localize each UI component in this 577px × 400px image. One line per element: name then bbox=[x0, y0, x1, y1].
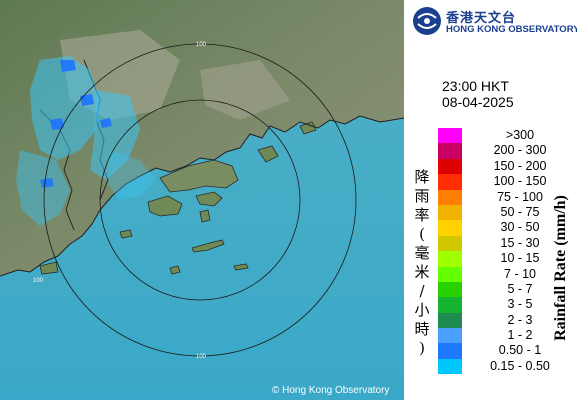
rainfall-legend: >300 200 - 300 150 - 200 100 - 150 75 - 100 5… bbox=[438, 128, 577, 375]
legend-range-label: 0.50 - 1 bbox=[498, 343, 542, 358]
legend-swatch bbox=[438, 174, 462, 190]
new-territories bbox=[159, 159, 239, 193]
legend-row: 75 - 100 bbox=[438, 189, 577, 205]
legend-row: 150 - 200 bbox=[438, 158, 577, 175]
island-east bbox=[299, 121, 317, 135]
legend-row: 7 - 10 bbox=[438, 266, 577, 282]
legend-title-char: 雨 bbox=[414, 187, 430, 205]
island-east bbox=[257, 145, 279, 163]
legend-range-label: >300 bbox=[505, 128, 535, 142]
legend-row: 0.50 - 1 bbox=[438, 343, 577, 359]
legend-range-label: 150 - 200 bbox=[493, 158, 547, 173]
legend-panel: 香港天文台 HONG KONG OBSERVATORY 23:00 HKT 08… bbox=[404, 0, 577, 400]
legend-range-label: 7 - 10 bbox=[504, 266, 536, 281]
legend-row: 0.15 - 0.50 bbox=[438, 358, 577, 375]
legend-row: 30 - 50 bbox=[438, 220, 577, 236]
legend-range-label: 10 - 15 bbox=[500, 251, 540, 266]
island-chain bbox=[191, 239, 225, 253]
legend-row: >300 bbox=[438, 128, 577, 144]
island-lamma bbox=[199, 209, 211, 223]
legend-swatch bbox=[438, 343, 462, 359]
hong-kong-island bbox=[195, 191, 223, 207]
legend-swatch bbox=[438, 143, 462, 159]
legend-swatch bbox=[438, 358, 462, 375]
legend-range-label: 75 - 100 bbox=[497, 189, 543, 204]
range-ring-labels: 100 100 100 bbox=[33, 42, 207, 360]
legend-range-label: 5 - 7 bbox=[507, 281, 533, 296]
legend-row: 100 - 150 bbox=[438, 174, 577, 190]
range-rings bbox=[43, 43, 357, 357]
legend-swatch bbox=[438, 328, 462, 344]
legend-swatch bbox=[438, 204, 462, 221]
legend-title-char: 時 bbox=[414, 320, 430, 338]
legend-swatch bbox=[438, 266, 462, 282]
legend-title-char: ) bbox=[419, 339, 425, 357]
ring-label-west: 100 bbox=[33, 278, 44, 284]
legend-row: 50 - 75 bbox=[438, 204, 577, 221]
coastline bbox=[0, 115, 404, 277]
legend-row: 200 - 300 bbox=[438, 143, 577, 159]
legend-range-label: 0.15 - 0.50 bbox=[490, 358, 550, 373]
copyright-notice: © Hong Kong Observatory bbox=[272, 385, 390, 396]
rain-echoes bbox=[16, 56, 156, 226]
ring-label-north: 100 bbox=[196, 42, 207, 48]
legend-swatch bbox=[438, 312, 462, 329]
legend-row: 10 - 15 bbox=[438, 251, 577, 267]
urban-area bbox=[200, 60, 290, 120]
legend-swatch bbox=[438, 128, 462, 144]
legend-swatch bbox=[438, 281, 462, 298]
legend-row: 1 - 2 bbox=[438, 328, 577, 344]
legend-range-label: 50 - 75 bbox=[500, 204, 540, 219]
radar-date: 08-04-2025 bbox=[442, 94, 514, 110]
island-lantau bbox=[147, 195, 183, 217]
legend-swatch bbox=[438, 297, 462, 313]
legend-range-label: 100 - 150 bbox=[493, 174, 547, 189]
legend-row: 5 - 7 bbox=[438, 281, 577, 298]
radar-time: 23:00 HKT bbox=[442, 78, 509, 94]
legend-title-char: 率 bbox=[414, 206, 430, 224]
island-small bbox=[169, 265, 181, 275]
island-small bbox=[233, 263, 249, 271]
legend-row: 15 - 30 bbox=[438, 235, 577, 252]
legend-range-label: 15 - 30 bbox=[500, 235, 540, 250]
legend-range-label: 3 - 5 bbox=[507, 297, 533, 312]
legend-swatch bbox=[438, 251, 462, 267]
island-small bbox=[119, 229, 133, 239]
legend-swatch bbox=[438, 189, 462, 205]
ring-label-south: 100 bbox=[196, 354, 207, 360]
logo-chinese-name: 香港天文台 bbox=[446, 11, 517, 26]
legend-range-label: 30 - 50 bbox=[500, 220, 540, 235]
legend-range-label: 1 - 2 bbox=[507, 328, 533, 343]
legend-row: 3 - 5 bbox=[438, 297, 577, 313]
legend-title-char: ( bbox=[419, 225, 425, 243]
legend-range-label: 200 - 300 bbox=[493, 143, 547, 158]
legend-title-char: 小 bbox=[414, 301, 430, 319]
radar-map: 100 100 100 bbox=[0, 0, 404, 400]
hko-logo-icon bbox=[413, 7, 441, 35]
legend-swatch bbox=[438, 220, 462, 236]
legend-title-chinese: 降雨率(毫米 / 小時) bbox=[412, 168, 432, 358]
legend-title-char: 米 bbox=[414, 263, 430, 281]
legend-title-char: 毫 bbox=[414, 244, 430, 262]
logo-english-name: HONG KONG OBSERVATORY bbox=[446, 24, 577, 35]
legend-row: 2 - 3 bbox=[438, 312, 577, 329]
legend-range-label: 2 - 3 bbox=[507, 312, 533, 327]
legend-title-char: / bbox=[419, 282, 425, 300]
legend-title-char: 降 bbox=[414, 168, 430, 186]
island-small bbox=[39, 261, 59, 275]
legend-swatch bbox=[438, 235, 462, 252]
legend-swatch bbox=[438, 158, 462, 175]
